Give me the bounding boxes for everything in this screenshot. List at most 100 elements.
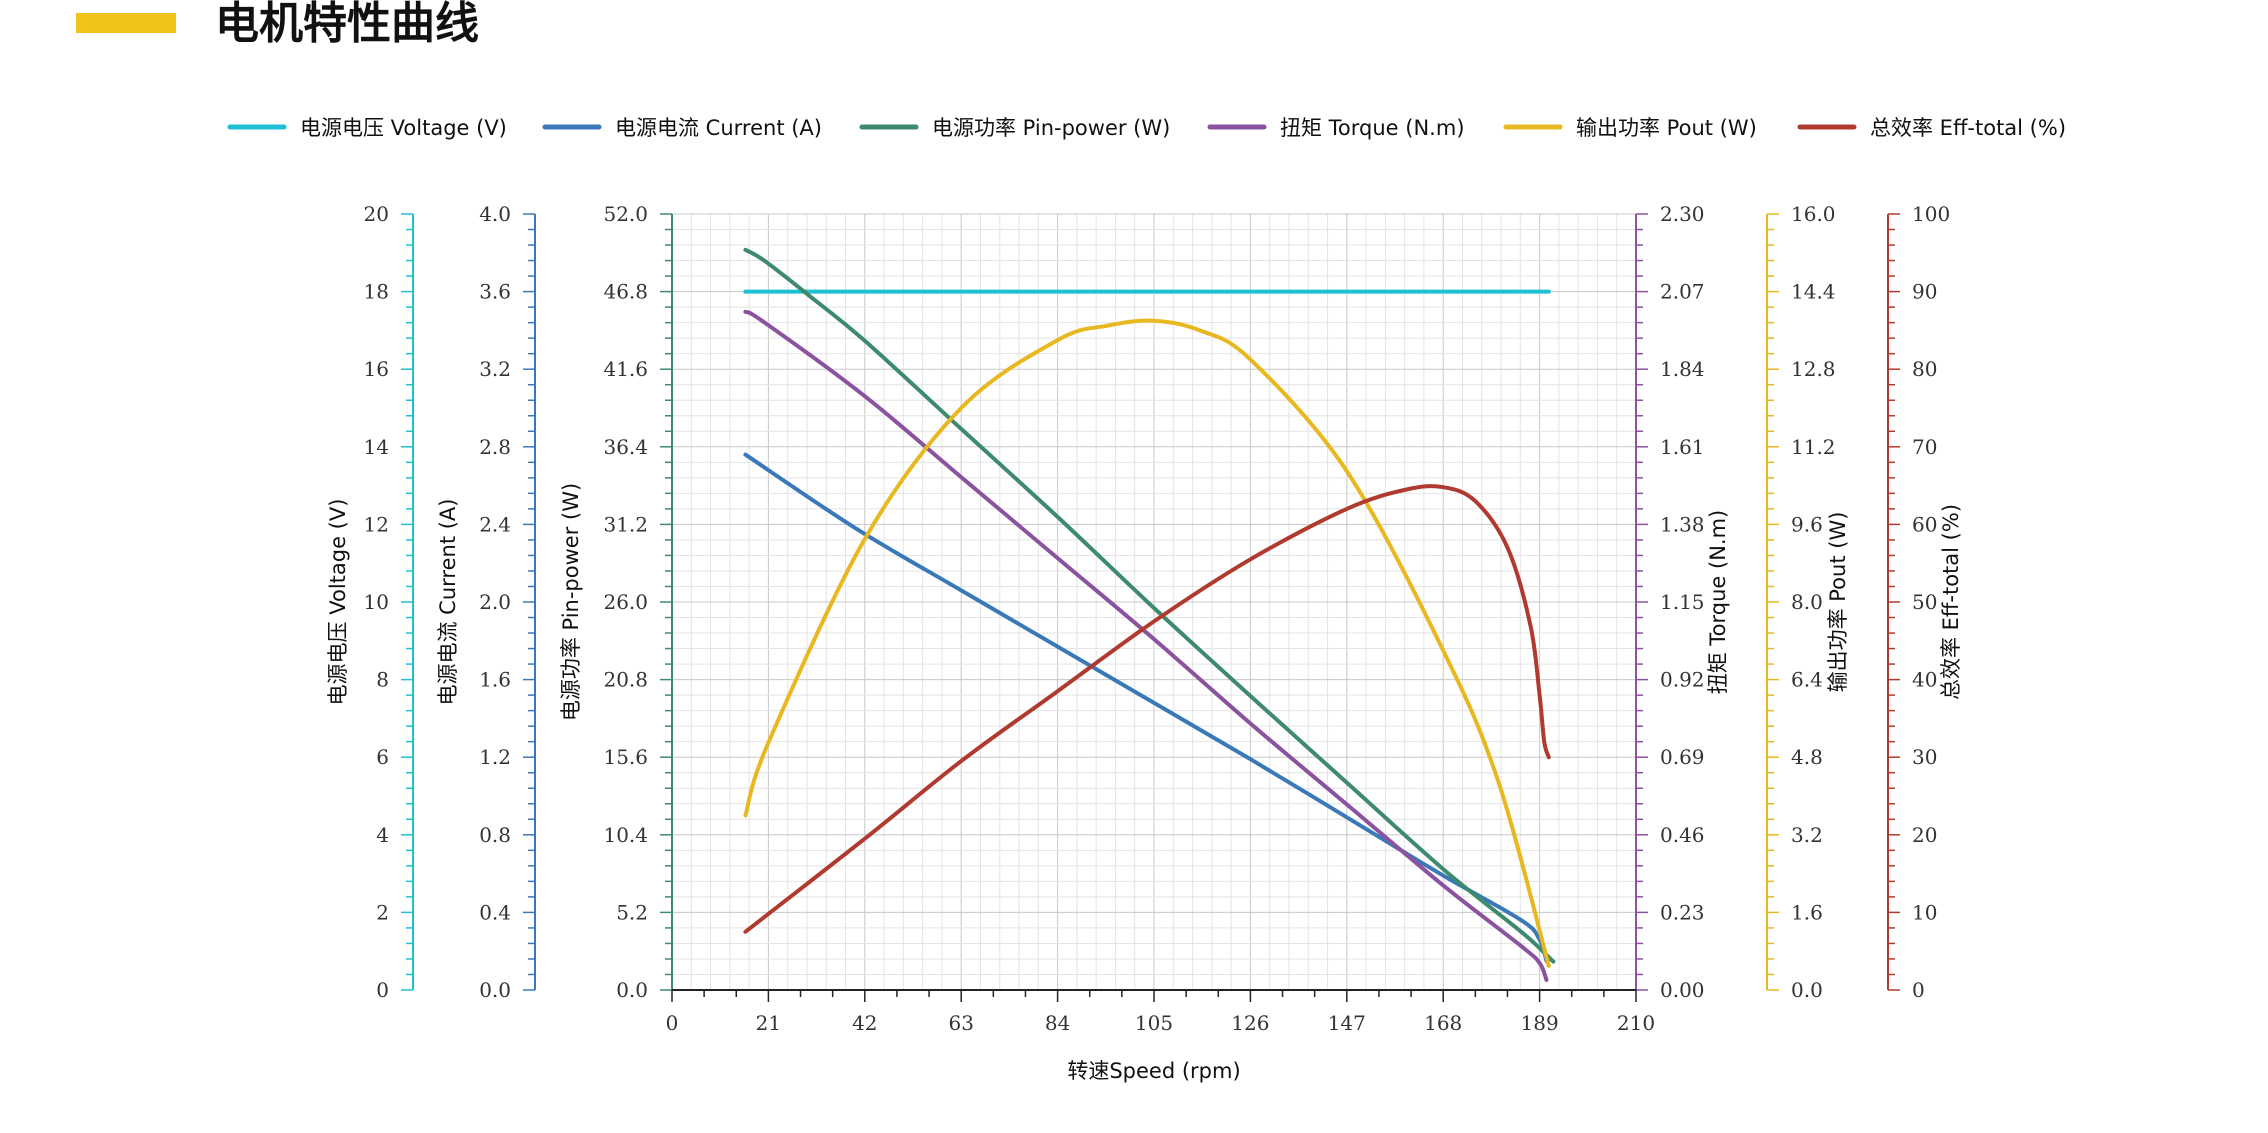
x-tick-label: 105 [1135, 1011, 1173, 1035]
tick-label-pout: 6.4 [1791, 668, 1823, 692]
tick-label-voltage: 18 [364, 280, 389, 304]
tick-label-eff: 60 [1912, 512, 1937, 536]
tick-label-pout: 1.6 [1791, 900, 1823, 924]
tick-label-pout: 11.2 [1791, 435, 1836, 459]
tick-label-pin: 20.8 [603, 668, 648, 692]
tick-label-eff: 0 [1912, 978, 1925, 1002]
tick-label-voltage: 14 [364, 435, 389, 459]
tick-label-pin: 46.8 [603, 280, 648, 304]
tick-label-pin: 36.4 [603, 435, 648, 459]
tick-label-current: 3.2 [479, 357, 511, 381]
tick-label-current: 3.6 [479, 280, 511, 304]
tick-label-eff: 80 [1912, 357, 1937, 381]
x-tick-label: 168 [1424, 1011, 1462, 1035]
legend-label: 电源功率 Pin-power (W) [932, 116, 1170, 140]
tick-label-torque: 1.61 [1660, 435, 1705, 459]
x-tick-label: 84 [1045, 1011, 1070, 1035]
legend-label: 输出功率 Pout (W) [1576, 116, 1757, 140]
tick-label-pin: 31.2 [603, 512, 648, 536]
axis-title-pout: 输出功率 Pout (W) [1826, 512, 1850, 693]
legend-label: 电源电流 Current (A) [615, 116, 822, 140]
tick-label-pin: 41.6 [603, 357, 648, 381]
tick-label-current: 0.4 [479, 900, 511, 924]
tick-label-torque: 0.92 [1660, 668, 1705, 692]
x-tick-label: 0 [666, 1011, 679, 1035]
axis-title-torque: 扭矩 Torque (N.m) [1706, 510, 1730, 695]
tick-label-torque: 2.07 [1660, 280, 1705, 304]
x-tick-label: 42 [852, 1011, 877, 1035]
tick-label-voltage: 20 [364, 202, 389, 226]
tick-label-pin: 26.0 [603, 590, 648, 614]
tick-label-eff: 20 [1912, 823, 1937, 847]
tick-label-torque: 2.30 [1660, 202, 1705, 226]
tick-label-pin: 52.0 [603, 202, 648, 226]
legend-label: 电源电压 Voltage (V) [300, 116, 507, 140]
tick-label-torque: 0.69 [1660, 745, 1705, 769]
axis-title-eff: 总效率 Eff-total (%) [1939, 504, 1963, 700]
x-tick-label: 147 [1328, 1011, 1366, 1035]
tick-label-voltage: 16 [364, 357, 389, 381]
series-line-pin [743, 247, 1556, 964]
x-tick-label: 210 [1617, 1011, 1655, 1035]
series-line-pout [743, 318, 1551, 968]
tick-label-eff: 90 [1912, 280, 1937, 304]
title-accent-bar [76, 13, 176, 33]
tick-label-eff: 50 [1912, 590, 1937, 614]
tick-label-current: 4.0 [479, 202, 511, 226]
tick-label-pin: 10.4 [603, 823, 648, 847]
tick-label-current: 2.0 [479, 590, 511, 614]
tick-label-current: 2.8 [479, 435, 511, 459]
axis-title-pin: 电源功率 Pin-power (W) [559, 483, 583, 721]
tick-label-current: 1.6 [479, 668, 511, 692]
tick-label-pout: 16.0 [1791, 202, 1836, 226]
series-line-eff [743, 484, 1551, 934]
tick-label-pout: 12.8 [1791, 357, 1836, 381]
tick-label-pin: 0.0 [616, 978, 648, 1002]
tick-label-torque: 1.15 [1660, 590, 1705, 614]
tick-label-voltage: 10 [364, 590, 389, 614]
tick-label-current: 1.2 [479, 745, 511, 769]
tick-label-voltage: 4 [376, 823, 389, 847]
chart-grid [671, 213, 1637, 991]
page-title: 电机特性曲线 [215, 0, 479, 49]
tick-label-voltage: 6 [376, 745, 389, 769]
tick-label-current: 0.8 [479, 823, 511, 847]
tick-label-pout: 9.6 [1791, 512, 1823, 536]
x-tick-label: 63 [948, 1011, 973, 1035]
tick-label-pin: 15.6 [603, 745, 648, 769]
x-axis-title: 转速Speed (rpm) [1067, 1059, 1240, 1083]
tick-label-eff: 70 [1912, 435, 1937, 459]
tick-label-pout: 14.4 [1791, 280, 1836, 304]
tick-label-eff: 10 [1912, 900, 1937, 924]
legend-label: 扭矩 Torque (N.m) [1280, 116, 1465, 140]
tick-label-torque: 1.38 [1660, 512, 1705, 536]
tick-label-pout: 4.8 [1791, 745, 1823, 769]
series-line-torque [743, 309, 1549, 982]
tick-label-torque: 0.23 [1660, 900, 1705, 924]
tick-label-current: 2.4 [479, 512, 511, 536]
tick-label-eff: 40 [1912, 668, 1937, 692]
axis-title-voltage: 电源电压 Voltage (V) [326, 499, 350, 706]
series-line-current [743, 452, 1549, 963]
tick-label-eff: 30 [1912, 745, 1937, 769]
tick-label-pout: 3.2 [1791, 823, 1823, 847]
tick-label-eff: 100 [1912, 202, 1950, 226]
legend-label: 总效率 Eff-total (%) [1870, 116, 2066, 140]
tick-label-torque: 0.46 [1660, 823, 1705, 847]
tick-label-current: 0.0 [479, 978, 511, 1002]
x-tick-label: 126 [1231, 1011, 1269, 1035]
tick-label-torque: 0.00 [1660, 978, 1705, 1002]
tick-label-pout: 0.0 [1791, 978, 1823, 1002]
tick-label-voltage: 0 [376, 978, 389, 1002]
x-tick-label: 21 [756, 1011, 781, 1035]
tick-label-torque: 1.84 [1660, 357, 1705, 381]
tick-label-pin: 5.2 [616, 900, 648, 924]
x-tick-label: 189 [1521, 1011, 1559, 1035]
chart-axes: 0 2 4 6 8 10 12 14 16 18 20 电源电压 Voltage (V) 0.0 0.4 0… [326, 202, 1963, 1083]
chart-series [743, 247, 1556, 982]
tick-label-voltage: 2 [376, 900, 389, 924]
legend: 电源电压 Voltage (V) 电源电流 Current (A) 电源功率 Pin… [227, 116, 2066, 140]
axis-title-current: 电源电流 Current (A) [436, 499, 460, 706]
tick-label-voltage: 12 [364, 512, 389, 536]
